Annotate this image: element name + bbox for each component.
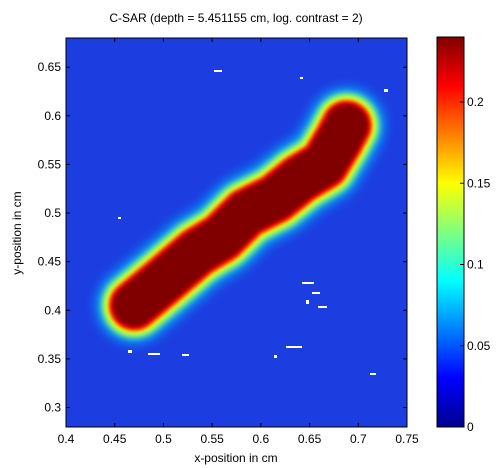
colorbar-tick-label: 0	[467, 420, 474, 434]
noise-speck	[312, 292, 320, 294]
hotspot-layers	[97, 88, 384, 343]
noise-speck	[306, 300, 309, 304]
x-axis: 0.4 0.45 0.5 0.55 0.6 0.65 0.7 0.75	[58, 38, 419, 446]
y-tick-label: 0.55	[38, 157, 62, 171]
y-tick-label: 0.65	[38, 60, 62, 74]
noise-speck	[214, 70, 222, 72]
x-tick-label: 0.55	[200, 432, 224, 446]
colorbar: 0 0.05 0.1 0.15 0.2	[436, 36, 491, 434]
noise-speck	[182, 354, 189, 356]
y-axis: 0.3 0.35 0.4 0.45 0.5 0.55 0.6 0.65	[38, 60, 407, 415]
noise-speck	[274, 355, 277, 358]
colorbar-tick-label: 0.05	[467, 339, 491, 353]
noise-speck	[370, 373, 376, 375]
x-tick-label: 0.6	[253, 432, 270, 446]
colorbar-gradient	[436, 36, 465, 428]
y-tick-label: 0.5	[44, 206, 61, 220]
noise-speck	[118, 217, 121, 219]
x-tick-label: 0.45	[103, 432, 127, 446]
x-tick-label: 0.7	[350, 432, 367, 446]
x-tick-label: 0.65	[298, 432, 322, 446]
y-tick-label: 0.35	[38, 352, 62, 366]
x-tick-label: 0.4	[58, 432, 75, 446]
noise-speck	[128, 350, 132, 353]
hotspot-core	[113, 104, 368, 327]
noise-speck	[302, 282, 314, 284]
colorbar-tick-label: 0.2	[467, 95, 484, 109]
y-tick-label: 0.45	[38, 255, 62, 269]
noise-speck	[148, 353, 160, 355]
plot-frame	[65, 37, 408, 428]
x-tick-label: 0.5	[155, 432, 172, 446]
y-tick-label: 0.4	[44, 303, 61, 317]
noise-speck	[318, 306, 327, 308]
noise-speck	[286, 346, 302, 348]
x-tick-label: 0.75	[395, 432, 419, 446]
y-tick-label: 0.3	[44, 401, 61, 415]
speckle-noise	[118, 70, 388, 375]
colorbar-ticks: 0 0.05 0.1 0.15 0.2	[460, 95, 491, 434]
x-axis-label: x-position in cm	[194, 451, 277, 465]
colorbar-tick-label: 0.1	[467, 258, 484, 272]
noise-speck	[384, 89, 388, 92]
colorbar-tick-label: 0.15	[467, 176, 491, 190]
chart-title: C-SAR (depth = 5.451155 cm, log. contras…	[109, 11, 362, 25]
y-tick-label: 0.6	[44, 109, 61, 123]
noise-speck	[300, 77, 303, 79]
y-axis-label: y-position in cm	[10, 191, 24, 274]
plot-area	[66, 38, 407, 427]
